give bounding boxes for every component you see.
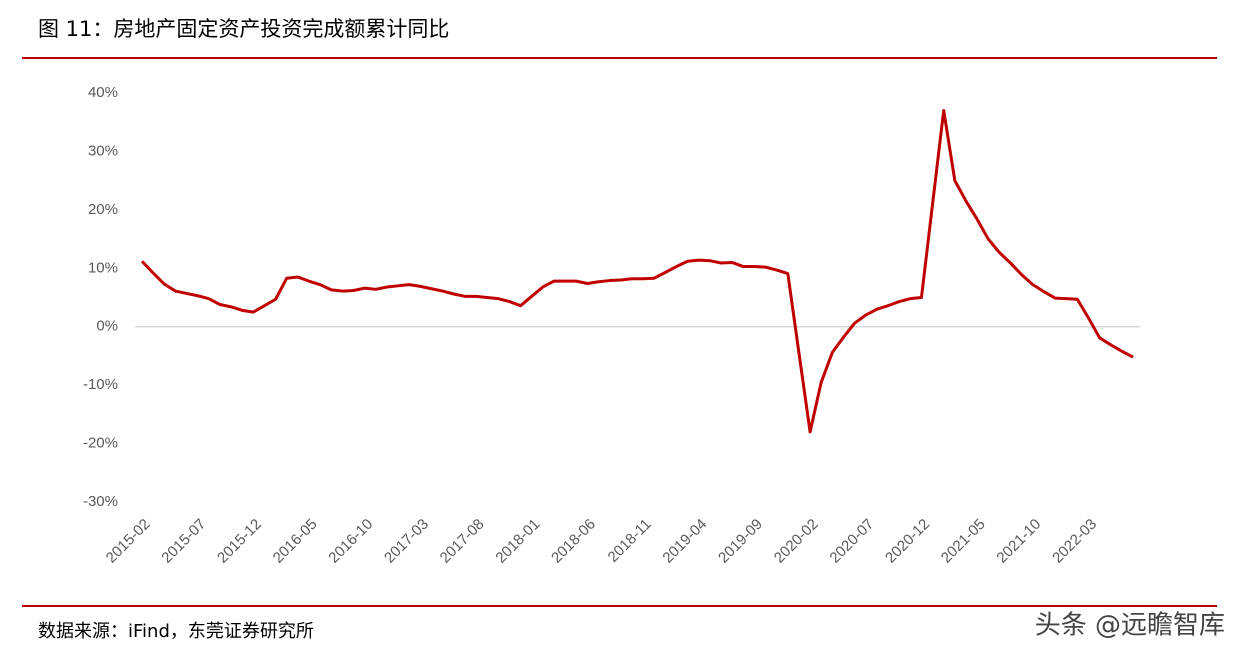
x-tick-label: 2018-06 xyxy=(548,516,599,567)
x-tick-label: 2016-10 xyxy=(325,516,376,567)
y-tick-label: -10% xyxy=(83,376,118,393)
x-tick-label: 2015-12 xyxy=(214,516,265,567)
plot-area: -30% -20% -10% 0% 10% 20% 30% 40% 2015-02 2015-07… xyxy=(83,84,1140,567)
x-tick-label: 2020-02 xyxy=(771,516,822,567)
y-tick-label: 10% xyxy=(88,259,118,276)
x-tick-label: 2020-12 xyxy=(882,516,933,567)
y-tick-label: 30% xyxy=(88,142,118,159)
y-tick-label: -20% xyxy=(83,435,118,452)
y-tick-label: 40% xyxy=(88,84,118,101)
x-tick-label: 2019-04 xyxy=(659,516,710,567)
x-tick-label: 2017-08 xyxy=(437,516,488,567)
y-tick-label: -30% xyxy=(83,493,118,510)
source-note: 数据来源：iFind，东莞证券研究所 xyxy=(38,621,314,642)
y-tick-label: 20% xyxy=(88,201,118,218)
x-tick-label: 2018-01 xyxy=(492,516,543,567)
x-tick-label: 2020-07 xyxy=(826,516,877,567)
x-tick-label: 2017-03 xyxy=(381,516,432,567)
x-tick-label: 2015-07 xyxy=(158,516,209,567)
x-tick-label: 2021-10 xyxy=(993,516,1044,567)
x-tick-label: 2016-05 xyxy=(270,516,321,567)
x-tick-label: 2021-05 xyxy=(938,516,989,567)
data-line xyxy=(140,109,1134,434)
watermark: 头条 @远瞻智库 xyxy=(1035,611,1225,641)
x-tick-label: 2022-03 xyxy=(1049,516,1100,567)
x-tick-label: 2019-09 xyxy=(715,516,766,567)
figure-title: 图 11：房地产固定资产投资完成额累计同比 xyxy=(38,17,449,41)
x-tick-label: 2018-11 xyxy=(605,516,655,566)
y-tick-label: 0% xyxy=(96,318,118,335)
x-tick-label: 2015-02 xyxy=(103,516,154,567)
